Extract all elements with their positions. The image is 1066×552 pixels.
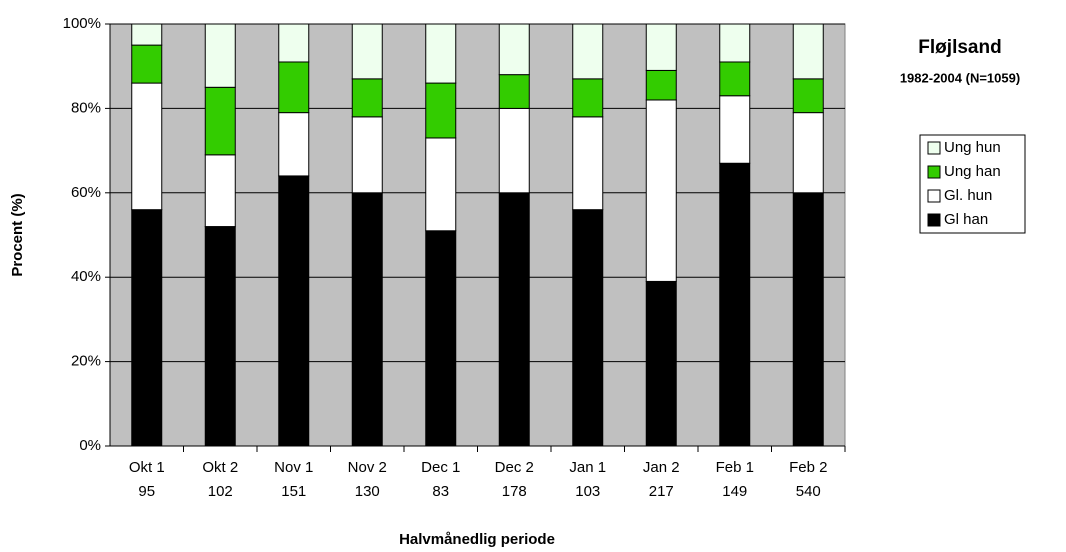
x-tick-count: 95: [138, 483, 155, 500]
bar-segment: [719, 162, 751, 447]
bar-segment: [792, 112, 824, 194]
x-tick-count: 102: [208, 483, 233, 500]
bar-segment: [204, 23, 236, 88]
bar-segment: [278, 23, 310, 63]
y-tick-label: 100%: [63, 15, 101, 32]
x-tick-label: Jan 2: [643, 459, 680, 476]
legend-label: Ung han: [944, 163, 1001, 180]
x-tick-count: 130: [355, 483, 380, 500]
x-tick-count: 540: [796, 483, 821, 500]
x-tick-count: 217: [649, 483, 674, 500]
bar-segment: [425, 82, 457, 139]
x-tick-count: 178: [502, 483, 527, 500]
legend-label: Ung hun: [944, 139, 1001, 156]
bar-segment: [645, 280, 677, 447]
y-tick-label: 20%: [71, 353, 101, 370]
legend-swatch: [927, 141, 941, 155]
bar-segment: [131, 23, 163, 46]
bar-segment: [719, 23, 751, 63]
chart-subtitle: 1982-2004 (N=1059): [900, 70, 1020, 85]
x-tick-label: Nov 2: [348, 459, 387, 476]
bar-segment: [204, 86, 236, 156]
legend-label: Gl. hun: [944, 187, 992, 204]
bar-segment: [204, 226, 236, 447]
bar-segment: [792, 192, 824, 447]
legend-swatch: [927, 189, 941, 203]
bar-segment: [498, 192, 530, 447]
bar-segment: [792, 78, 824, 114]
legend-label: Gl han: [944, 211, 988, 228]
y-tick-label: 80%: [71, 99, 101, 116]
x-tick-label: Dec 1: [421, 459, 460, 476]
chart-title: Fløjlsand: [918, 37, 1001, 58]
x-tick-count: 151: [281, 483, 306, 500]
bar-segment: [425, 137, 457, 232]
bar-segment: [719, 95, 751, 164]
bar-segment: [719, 61, 751, 97]
bar-segment: [572, 209, 604, 447]
bar-segment: [351, 23, 383, 80]
bar-segment: [498, 74, 530, 109]
bar-segment: [278, 61, 310, 114]
legend-swatch: [927, 165, 941, 179]
bar-segment: [131, 209, 163, 447]
bar-segment: [498, 23, 530, 76]
bar-segment: [572, 23, 604, 80]
x-tick-label: Feb 1: [716, 459, 754, 476]
bar-segment: [351, 192, 383, 447]
x-tick-label: Dec 2: [495, 459, 534, 476]
x-tick-label: Okt 2: [202, 459, 238, 476]
bar-segment: [572, 78, 604, 118]
bar-segment: [645, 69, 677, 101]
legend-swatch: [927, 213, 941, 227]
x-axis-label: Halvmånedlig periode: [399, 531, 555, 548]
bar-segment: [645, 23, 677, 71]
x-tick-count: 103: [575, 483, 600, 500]
bar-segment: [792, 23, 824, 80]
bar-segment: [351, 78, 383, 118]
x-tick-label: Nov 1: [274, 459, 313, 476]
x-tick-label: Jan 1: [569, 459, 606, 476]
y-tick-label: 60%: [71, 184, 101, 201]
bar-segment: [425, 230, 457, 447]
x-tick-count: 149: [722, 483, 747, 500]
bar-segment: [204, 154, 236, 228]
bar-segment: [131, 44, 163, 84]
bar-segment: [131, 82, 163, 211]
x-tick-label: Feb 2: [789, 459, 827, 476]
bar-segment: [425, 23, 457, 84]
bar-segment: [498, 107, 530, 194]
y-tick-label: 40%: [71, 268, 101, 285]
x-tick-label: Okt 1: [129, 459, 165, 476]
bar-segment: [572, 116, 604, 211]
bar-segment: [278, 175, 310, 447]
y-axis-label: Procent (%): [9, 193, 26, 276]
x-tick-count: 83: [432, 483, 449, 500]
y-tick-label: 0%: [79, 437, 101, 454]
bar-segment: [351, 116, 383, 194]
bar-segment: [278, 112, 310, 177]
bar-segment: [645, 99, 677, 282]
